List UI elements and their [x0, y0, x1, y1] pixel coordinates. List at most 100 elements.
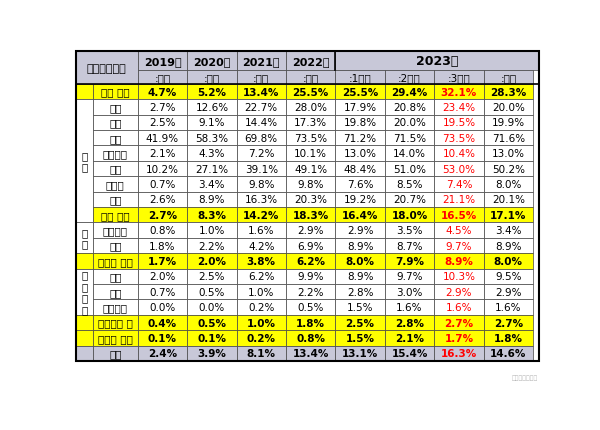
Bar [286, 331, 335, 346]
Text: 2.2%: 2.2% [298, 287, 324, 297]
Text: 9.8%: 9.8% [248, 179, 275, 190]
Text: 48.4%: 48.4% [344, 164, 377, 174]
Bar [335, 208, 385, 223]
Text: 8.3%: 8.3% [197, 210, 226, 220]
Bar [138, 254, 187, 269]
Bar [286, 115, 335, 131]
Bar [385, 100, 434, 115]
Text: 1.0%: 1.0% [247, 318, 276, 328]
Text: 6.2%: 6.2% [296, 256, 325, 266]
Bar [138, 161, 187, 177]
Text: 50.2%: 50.2% [492, 164, 525, 174]
Bar [93, 146, 138, 161]
Text: 9.5%: 9.5% [495, 272, 521, 282]
Text: 8.9%: 8.9% [347, 241, 373, 251]
Text: 北美其他: 北美其他 [103, 226, 128, 236]
Bar [138, 238, 187, 254]
Text: 总计: 总计 [109, 349, 122, 359]
Bar [187, 131, 236, 146]
Text: 13.1%: 13.1% [342, 349, 378, 359]
Text: 7.4%: 7.4% [446, 179, 472, 190]
Bar [76, 100, 93, 223]
Bar [236, 223, 286, 238]
Bar [335, 115, 385, 131]
Bar [335, 315, 385, 331]
Text: 2.7%: 2.7% [494, 318, 523, 328]
Bar [335, 300, 385, 315]
Text: 19.5%: 19.5% [442, 118, 475, 128]
Text: 14.6%: 14.6% [490, 349, 527, 359]
Text: 9.8%: 9.8% [298, 179, 324, 190]
Text: 2.7%: 2.7% [445, 318, 473, 328]
Bar [236, 238, 286, 254]
Text: :年度: :年度 [500, 73, 517, 83]
Bar [187, 52, 236, 71]
Text: 3.8%: 3.8% [247, 256, 276, 266]
Bar [484, 300, 533, 315]
Bar [484, 269, 533, 284]
Text: 13.0%: 13.0% [492, 149, 525, 159]
Text: 13.4%: 13.4% [293, 349, 329, 359]
Bar [236, 131, 286, 146]
Bar [286, 300, 335, 315]
Bar [187, 208, 236, 223]
Text: 0.4%: 0.4% [148, 318, 177, 328]
Text: 法国: 法国 [109, 118, 122, 128]
Bar [138, 284, 187, 300]
Text: 4.7%: 4.7% [148, 87, 177, 97]
Bar [434, 238, 484, 254]
Text: 14.4%: 14.4% [245, 118, 278, 128]
Text: 美国: 美国 [109, 241, 122, 251]
Bar [385, 254, 434, 269]
Bar [484, 315, 533, 331]
Bar [138, 269, 187, 284]
Text: 19.2%: 19.2% [344, 195, 377, 205]
Bar [93, 131, 138, 146]
Text: 1.5%: 1.5% [346, 333, 374, 343]
Bar [187, 192, 236, 208]
Text: 0.0%: 0.0% [199, 302, 225, 313]
Bar [484, 331, 533, 346]
Text: 0.5%: 0.5% [298, 302, 324, 313]
Bar [484, 115, 533, 131]
Bar [286, 52, 335, 71]
Bar [434, 146, 484, 161]
Text: 1.6%: 1.6% [446, 302, 472, 313]
Bar [187, 146, 236, 161]
Bar [187, 300, 236, 315]
Text: 20.0%: 20.0% [393, 118, 426, 128]
Bar [236, 146, 286, 161]
Bar [138, 346, 187, 361]
Bar [286, 315, 335, 331]
Bar [385, 238, 434, 254]
Bar [335, 177, 385, 192]
Text: :3季度: :3季度 [448, 73, 470, 83]
Text: 3.4%: 3.4% [495, 226, 521, 236]
Text: 1.8%: 1.8% [494, 333, 523, 343]
Bar [187, 85, 236, 100]
Bar [236, 331, 286, 346]
Text: 2.5%: 2.5% [199, 272, 225, 282]
Bar [187, 161, 236, 177]
Bar [236, 192, 286, 208]
Bar [484, 346, 533, 361]
Bar [138, 52, 187, 71]
Bar [286, 284, 335, 300]
Text: 2.0%: 2.0% [197, 256, 226, 266]
Bar [236, 52, 286, 71]
Bar [434, 223, 484, 238]
Bar [138, 177, 187, 192]
Bar [385, 115, 434, 131]
Bar [236, 100, 286, 115]
Text: 3.0%: 3.0% [397, 287, 422, 297]
Text: 20.8%: 20.8% [393, 103, 426, 113]
Bar [434, 85, 484, 100]
Text: 14.2%: 14.2% [243, 210, 280, 220]
Text: 0.2%: 0.2% [248, 302, 274, 313]
Bar [93, 115, 138, 131]
Bar [187, 177, 236, 192]
Bar [335, 161, 385, 177]
Text: 16.3%: 16.3% [441, 349, 477, 359]
Text: 欧洲其他: 欧洲其他 [103, 149, 128, 159]
Bar [335, 100, 385, 115]
